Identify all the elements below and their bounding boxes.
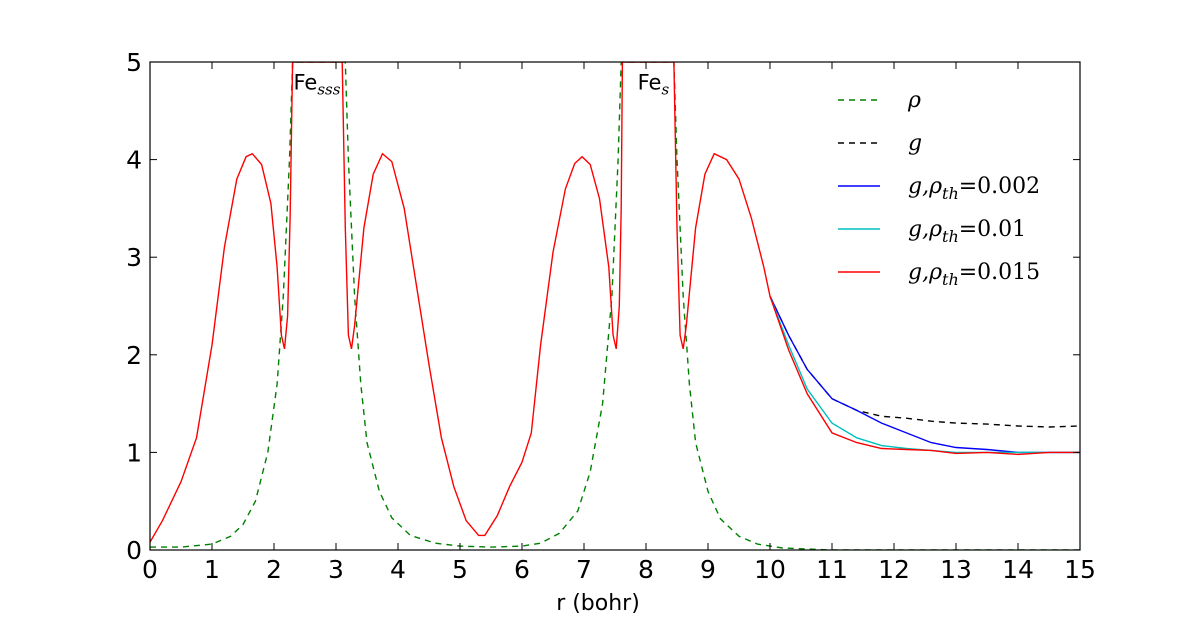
x-tick-label: 6 [514,555,530,584]
legend-label: ρ [907,88,921,113]
series-line-0 [150,62,1080,550]
annotation-label: Fesss [294,70,341,98]
x-tick-label: 15 [1064,555,1096,584]
series-line-4 [150,62,1080,543]
x-tick-label: 12 [878,555,910,584]
x-tick-label: 4 [390,555,406,584]
x-tick-label: 5 [452,555,468,584]
y-tick-label: 3 [126,243,142,272]
x-tick-label: 7 [576,555,592,584]
x-axis-title: r (bohr) [556,591,640,613]
legend-label: g,ρth=0.002 [908,174,1040,203]
x-tick-label: 2 [266,555,282,584]
y-tick-label: 0 [126,536,142,565]
series-line-2 [769,295,1080,454]
legend: ρg g,ρth=0.002 g,ρth=0.01 g,ρth=0.015 [838,88,1040,289]
y-tick-label: 5 [126,48,142,77]
x-tick-label: 14 [1002,555,1034,584]
y-tick-label: 2 [126,341,142,370]
x-tick-label: 8 [638,555,654,584]
x-tick-label: 0 [142,555,158,584]
annotations: Fesss Fes [294,70,670,98]
plot-border [149,61,1081,551]
series-line-3 [769,295,1080,454]
x-tick-label: 9 [700,555,716,584]
x-tick-label: 3 [328,555,344,584]
x-tick-label: 13 [940,555,972,584]
x-tick-label: 1 [204,555,220,584]
series-layer [150,62,1080,550]
plot-frame [149,61,1081,551]
x-tick-label: 10 [754,555,786,584]
legend-label: g,ρth=0.01 [908,217,1026,246]
x-tick-label: 11 [816,555,848,584]
y-tick-label: 4 [126,146,142,175]
legend-label: g,ρth=0.015 [908,260,1040,289]
legend-label: g [908,131,922,156]
annotation-label: Fes [638,70,670,98]
y-tick-label: 1 [126,438,142,467]
